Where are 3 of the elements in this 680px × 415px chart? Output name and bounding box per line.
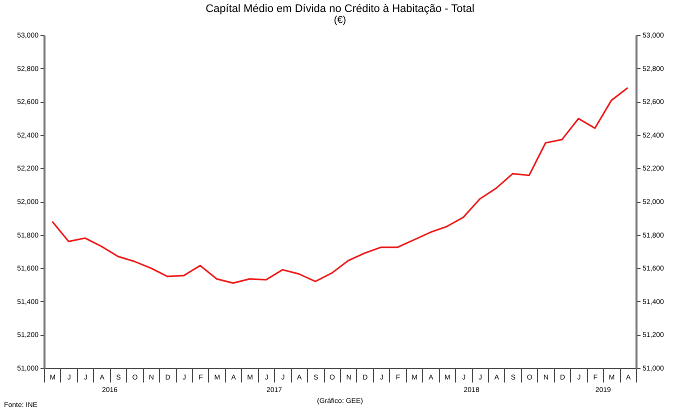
line-series bbox=[51, 86, 629, 284]
chart-subtitle: (€) bbox=[334, 15, 346, 26]
chart-title: Capítal Médio em Dívida no Crédito à Habitação - Total bbox=[206, 3, 474, 15]
